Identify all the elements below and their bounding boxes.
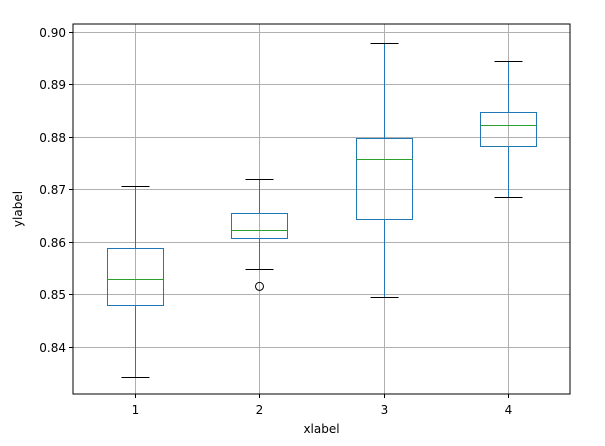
x-axis-label: xlabel [303, 422, 339, 436]
iqr-box [107, 248, 164, 306]
y-tick-label: 0.89 [39, 78, 66, 92]
box-group-4 [480, 61, 537, 198]
iqr-box [356, 138, 413, 220]
x-tick-label: 2 [256, 403, 264, 417]
iqr-box [231, 213, 288, 239]
y-tick-label: 0.86 [39, 236, 66, 250]
box-group-1 [107, 186, 164, 378]
y-tick-label: 0.90 [39, 26, 66, 40]
axes-frame [72, 23, 571, 395]
box-group-3 [356, 43, 413, 298]
box-group-2 [231, 179, 288, 291]
y-tick-label: 0.85 [39, 288, 66, 302]
iqr-box [480, 112, 537, 147]
x-tick-label: 4 [505, 403, 513, 417]
tick-layer: 0.84 0.85 0.86 0.87 0.88 0.89 0.90 1 2 3 4 [39, 26, 512, 417]
y-tick-label: 0.87 [39, 183, 66, 197]
x-tick-label: 3 [381, 403, 389, 417]
box-layer [107, 43, 537, 378]
outlier-point [255, 281, 264, 291]
x-tick-label: 1 [132, 403, 140, 417]
y-tick-label: 0.84 [39, 341, 66, 355]
y-axis-label: ylabel [11, 191, 25, 227]
grid-layer [73, 24, 570, 394]
y-tick-label: 0.88 [39, 131, 66, 145]
